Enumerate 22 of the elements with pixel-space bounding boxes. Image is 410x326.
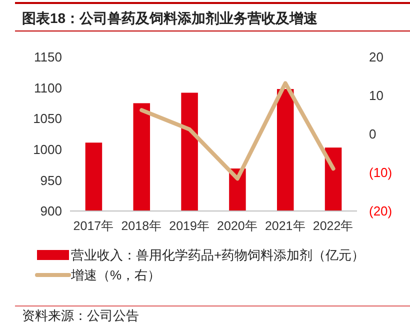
y-tick-label: 1100 bbox=[34, 80, 62, 96]
y2-tick-label: 20 bbox=[369, 50, 384, 65]
y-tick-label: 1150 bbox=[34, 50, 62, 65]
chart-title: 图表18：公司兽药及饲料添加剂业务营收及增速 bbox=[22, 10, 319, 26]
y-tick-label: 950 bbox=[40, 172, 62, 188]
text: 资料来源：公司公告 bbox=[22, 308, 139, 323]
y2-tick-label: (10) bbox=[369, 165, 392, 180]
y-tick-label: 900 bbox=[40, 204, 62, 219]
legend-label: 营业收入：兽用化学药品+药物饲料添加剂（亿元） bbox=[71, 248, 365, 263]
y2-tick-label: (20) bbox=[369, 204, 392, 219]
y2-tick-label: 10 bbox=[369, 88, 384, 104]
line-series bbox=[140, 81, 336, 181]
x-tick-label: 2020年 bbox=[217, 219, 258, 233]
x-tick-label: 2017年 bbox=[73, 219, 114, 233]
x-tick-label: 2022年 bbox=[312, 219, 354, 233]
y-tick-label: 1050 bbox=[33, 111, 62, 126]
y2-tick-label: 0 bbox=[369, 126, 376, 142]
x-tick-label: 2021年 bbox=[264, 219, 306, 233]
legend-label: 增速（%，右） bbox=[70, 268, 161, 283]
x-tick-label: 2018年 bbox=[121, 219, 162, 233]
y-tick-label: 1000 bbox=[33, 142, 62, 157]
x-tick-label: 2019年 bbox=[169, 219, 210, 233]
